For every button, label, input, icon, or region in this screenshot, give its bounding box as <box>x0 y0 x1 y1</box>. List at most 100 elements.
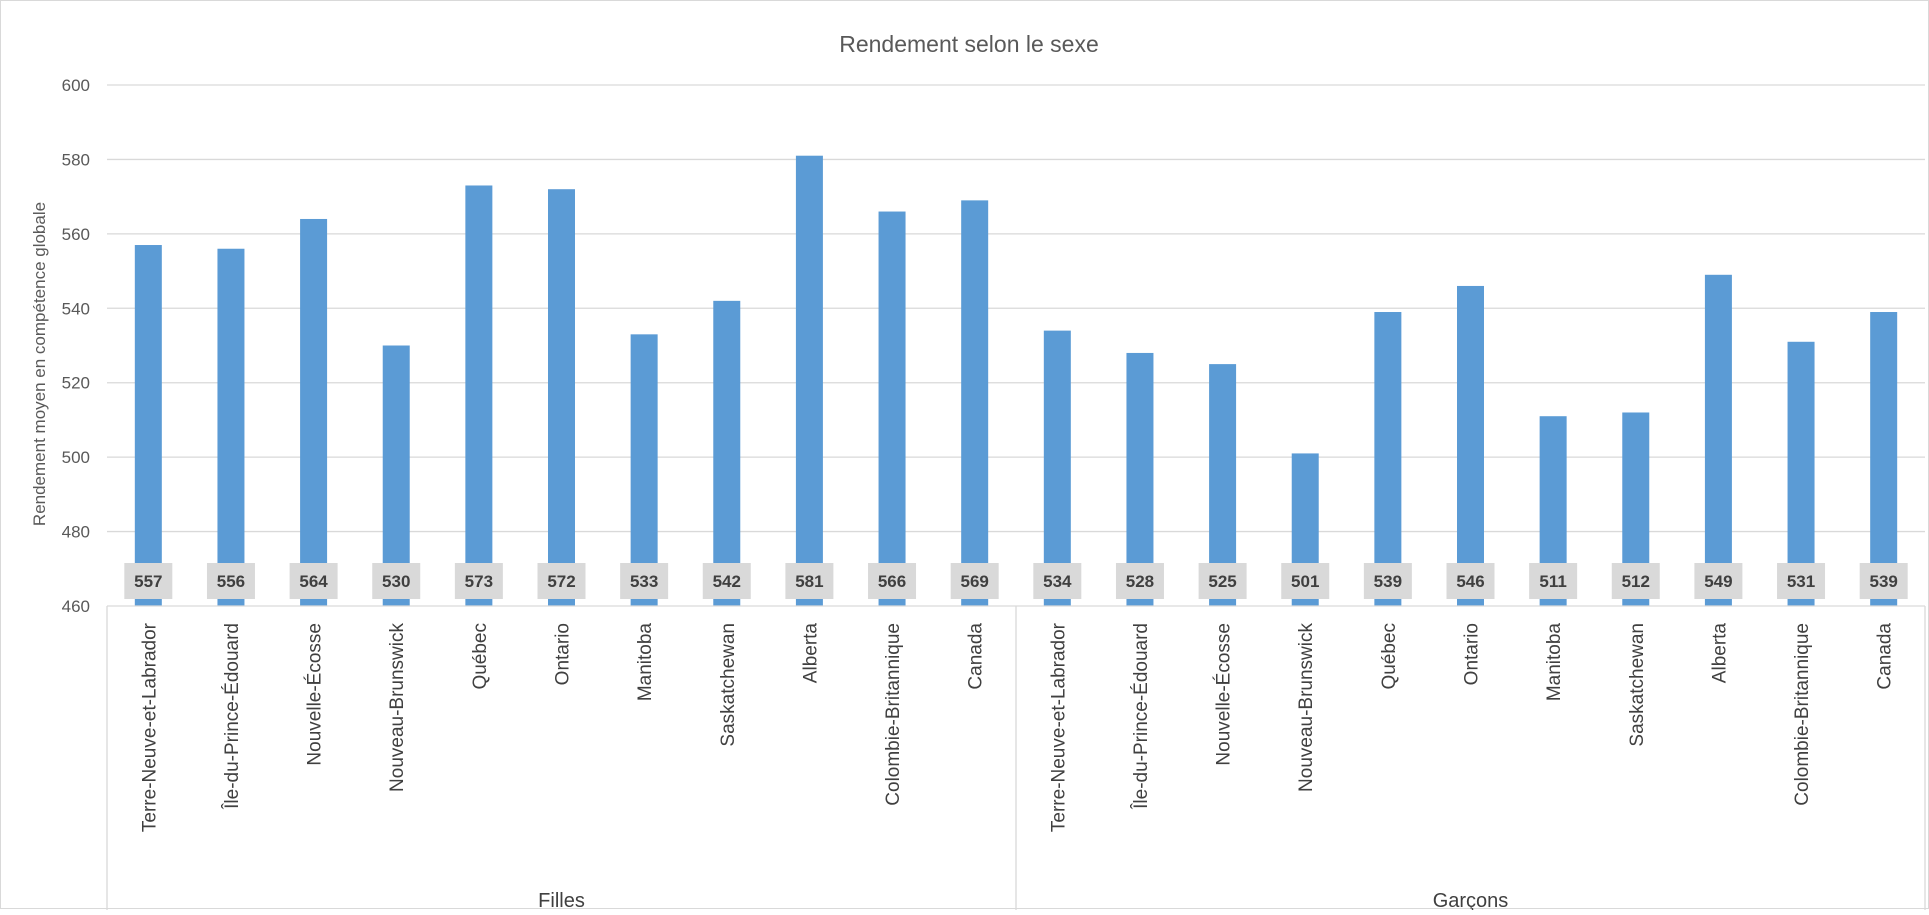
data-label: 539 <box>1869 572 1897 591</box>
y-tick-label: 600 <box>62 76 90 95</box>
data-label: 549 <box>1704 572 1732 591</box>
bar <box>382 345 410 606</box>
x-tick-label: Manitoba <box>1544 623 1565 702</box>
data-label: 556 <box>217 572 245 591</box>
bar <box>1374 312 1402 606</box>
data-labels: 557 556 564 530 573 572 533 542 581 566 569 534 528 5… <box>124 563 1908 599</box>
x-tick-label: Nouvelle-Écosse <box>1214 623 1235 766</box>
x-tick-label: Nouvelle-Écosse <box>305 623 326 766</box>
data-label: 542 <box>713 572 741 591</box>
data-label-box <box>785 563 834 599</box>
data-label-box <box>1859 563 1908 599</box>
y-tick-label: 500 <box>62 448 90 467</box>
bar <box>1704 274 1732 606</box>
data-label: 557 <box>134 572 162 591</box>
data-label-box <box>1115 563 1164 599</box>
bar <box>1870 312 1898 606</box>
x-tick-label: Nouveau-Brunswick <box>1296 623 1317 792</box>
bar <box>1787 341 1815 606</box>
data-label: 581 <box>795 572 823 591</box>
gridlines <box>107 84 1925 533</box>
bar <box>1457 285 1484 606</box>
data-label-box <box>454 563 503 599</box>
data-label: 512 <box>1622 572 1650 591</box>
y-tick-label: 580 <box>62 150 90 169</box>
x-tick-label: Ontario <box>553 623 574 685</box>
bar <box>465 185 493 606</box>
data-label-box <box>1694 563 1743 599</box>
bar <box>300 218 328 606</box>
data-label: 534 <box>1043 572 1072 591</box>
x-tick-label: Nouveau-Brunswick <box>387 623 408 792</box>
group-label: Garçons <box>1433 890 1509 910</box>
data-label-box <box>1033 563 1082 599</box>
data-label-box <box>372 563 421 599</box>
data-label: 511 <box>1539 572 1566 591</box>
x-tick-label: Alberta <box>1709 623 1730 684</box>
y-tick-label: 540 <box>62 299 90 318</box>
data-label: 546 <box>1456 572 1484 591</box>
x-tick-label: Alberta <box>800 623 821 684</box>
y-tick-label: 560 <box>62 225 90 244</box>
data-label: 572 <box>547 572 575 591</box>
data-label-box <box>1777 563 1826 599</box>
x-axis: Terre-Neuve-et-Labrador Île-du-Prince-Édo… <box>106 605 1926 912</box>
bar <box>878 211 906 606</box>
data-label: 539 <box>1374 572 1402 591</box>
data-label-box <box>1281 563 1330 599</box>
data-label-box <box>206 563 255 599</box>
x-tick-label: Terre-Neuve-et-Labrador <box>139 622 160 832</box>
bar <box>795 155 823 606</box>
data-label-box <box>868 563 917 599</box>
x-tick-label: Terre-Neuve-et-Labrador <box>1048 622 1069 832</box>
data-label: 525 <box>1208 572 1236 591</box>
data-label: 531 <box>1787 572 1815 591</box>
x-tick-label: Colombie-Britannique <box>883 623 904 806</box>
y-axis-ticks: 460 480 500 520 540 560 580 600 <box>62 76 90 616</box>
x-tick-label: Ontario <box>1462 623 1483 685</box>
data-label-box <box>124 563 173 599</box>
data-label-box <box>1198 563 1247 599</box>
data-label-box <box>1529 563 1578 599</box>
x-tick-label: Colombie-Britannique <box>1792 623 1813 806</box>
bar <box>630 334 658 606</box>
bar <box>1043 330 1071 606</box>
x-tick-label: Saskatchewan <box>1627 623 1648 747</box>
data-label: 533 <box>630 572 658 591</box>
y-tick-label: 480 <box>62 523 90 542</box>
data-label-box <box>950 563 999 599</box>
group-label: Filles <box>538 890 585 910</box>
data-label-box <box>1363 563 1412 599</box>
bar <box>217 248 245 606</box>
y-tick-label: 520 <box>62 374 90 393</box>
data-label-box <box>1611 563 1660 599</box>
x-tick-label: Île-du-Prince-Édouard <box>1130 623 1152 810</box>
data-label-box <box>1446 563 1495 599</box>
y-axis-label: Rendement moyen en compétence globale <box>30 202 49 526</box>
data-label: 566 <box>878 572 906 591</box>
data-label: 530 <box>382 572 410 591</box>
data-label: 528 <box>1126 572 1154 591</box>
x-tick-label: Québec <box>1379 623 1400 690</box>
bar <box>548 189 575 606</box>
x-tick-label: Saskatchewan <box>718 623 739 747</box>
bar <box>961 200 989 606</box>
chart-title: Rendement selon le sexe <box>839 31 1099 57</box>
data-label: 573 <box>465 572 493 591</box>
data-label: 501 <box>1291 572 1319 591</box>
y-tick-label: 460 <box>62 597 90 616</box>
x-tick-label: Canada <box>1875 623 1896 690</box>
x-tick-label: Canada <box>966 623 987 690</box>
bars <box>134 155 1898 606</box>
data-label: 564 <box>299 572 328 591</box>
x-tick-label: Île-du-Prince-Édouard <box>221 623 243 810</box>
x-tick-label: Québec <box>470 623 491 690</box>
bar <box>134 245 162 606</box>
data-label-box <box>537 563 586 599</box>
data-label: 569 <box>960 572 988 591</box>
bar <box>713 300 741 606</box>
data-label-box <box>289 563 338 599</box>
data-label-box <box>702 563 751 599</box>
